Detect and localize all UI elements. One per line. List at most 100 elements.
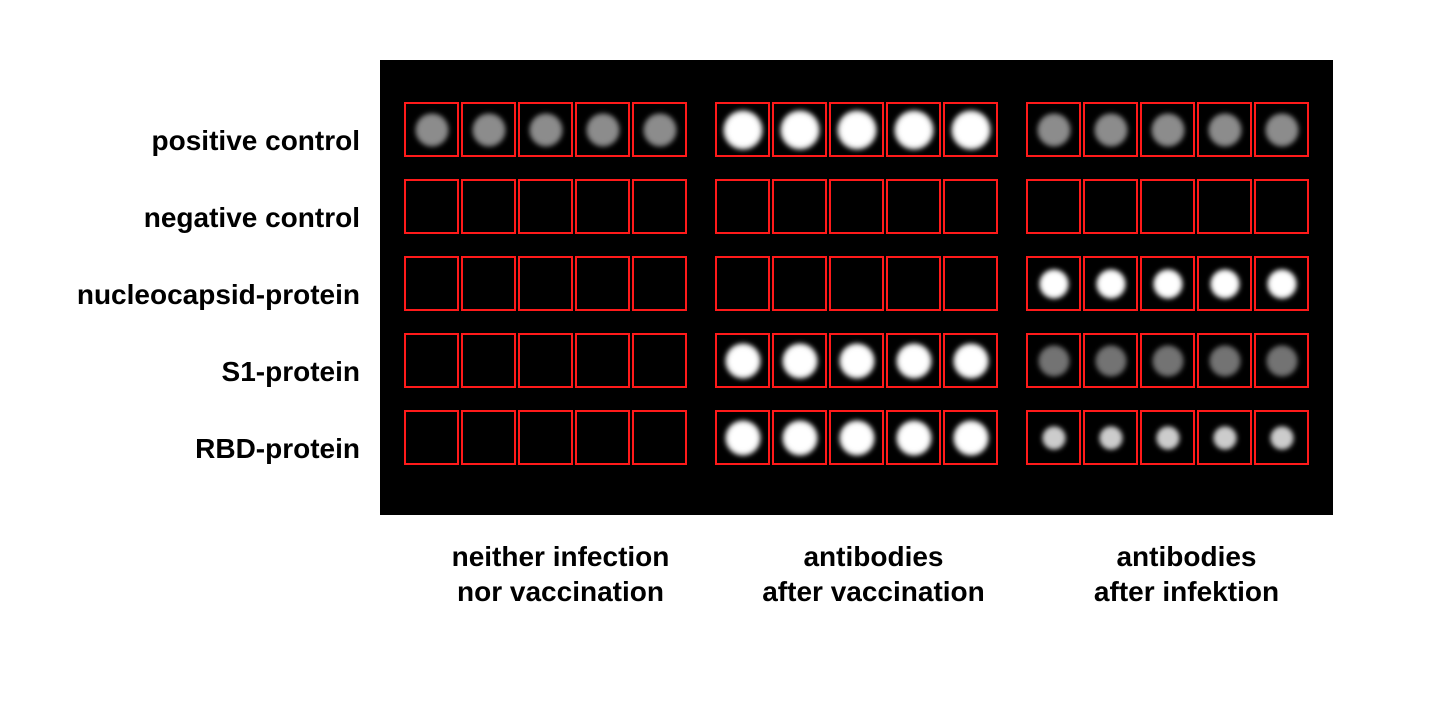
signal-spot (1099, 426, 1123, 450)
array-cell (886, 179, 941, 234)
cells-row (715, 333, 998, 396)
array-cell (1197, 410, 1252, 465)
array-cell (1254, 333, 1309, 388)
array-cell (1140, 179, 1195, 234)
array-cell (404, 256, 459, 311)
array-cell (1083, 256, 1138, 311)
array-cell (575, 410, 630, 465)
array-cell (886, 102, 941, 157)
array-cell (1254, 256, 1309, 311)
array-cell (632, 179, 687, 234)
cells-row (404, 179, 687, 242)
cells-row (1026, 333, 1309, 396)
array-cell (404, 333, 459, 388)
array-cell (772, 410, 827, 465)
cells-row (404, 256, 687, 319)
array-cell (715, 179, 770, 234)
array-cell (1197, 333, 1252, 388)
signal-spot (1153, 269, 1183, 299)
signal-spot (586, 113, 620, 147)
array-cell (518, 179, 573, 234)
signal-spot (782, 343, 818, 379)
array-cell (632, 333, 687, 388)
array-cell (715, 410, 770, 465)
signal-spot (415, 113, 449, 147)
signal-spot (951, 110, 991, 150)
signal-spot (839, 343, 875, 379)
signal-spot (1270, 426, 1294, 450)
array-cell (1140, 333, 1195, 388)
cells-row (404, 333, 687, 396)
array-cell (518, 102, 573, 157)
array-cell (632, 410, 687, 465)
signal-spot (780, 110, 820, 150)
array-cell (518, 410, 573, 465)
signal-spot (953, 420, 989, 456)
array-cell (1026, 256, 1081, 311)
array-cell (461, 179, 516, 234)
array-cell (943, 102, 998, 157)
row-label-negative-control: negative control (40, 179, 360, 256)
signal-spot (723, 110, 763, 150)
column-group-vaccinated (715, 102, 998, 473)
signal-spot (1151, 113, 1185, 147)
column-group-naive (404, 102, 687, 473)
array-cell (1197, 256, 1252, 311)
array-cell (575, 102, 630, 157)
row-label-rbd: RBD-protein (40, 410, 360, 487)
signal-spot (1210, 269, 1240, 299)
array-cell (1026, 410, 1081, 465)
signal-spot (1266, 345, 1298, 377)
cells-row (715, 256, 998, 319)
array-cell (829, 102, 884, 157)
signal-spot (896, 343, 932, 379)
row-label-nucleocapsid: nucleocapsid-protein (40, 256, 360, 333)
signal-spot (837, 110, 877, 150)
array-cell (404, 179, 459, 234)
array-cell (772, 179, 827, 234)
signal-spot (1038, 345, 1070, 377)
col-label: antibodiesafter vaccination (717, 539, 1030, 609)
figure-container: positive control negative control nucleo… (40, 60, 1400, 609)
row-labels: positive control negative control nucleo… (40, 60, 380, 487)
signal-spot (725, 420, 761, 456)
array-cell (575, 256, 630, 311)
signal-spot (1208, 113, 1242, 147)
column-group-infected (1026, 102, 1309, 473)
array-cell (1026, 333, 1081, 388)
cells-row (715, 102, 998, 165)
array-cell (1083, 179, 1138, 234)
array-cell (1197, 102, 1252, 157)
array-cell (1026, 179, 1081, 234)
cells-row (715, 410, 998, 473)
cells-row (404, 410, 687, 473)
array-cell (1254, 179, 1309, 234)
array-cell (1140, 256, 1195, 311)
array-cell (829, 333, 884, 388)
array-cell (1254, 410, 1309, 465)
array-cell (772, 102, 827, 157)
array-cell (518, 333, 573, 388)
array-cell (461, 333, 516, 388)
array-cell (575, 179, 630, 234)
array-cell (461, 256, 516, 311)
signal-spot (643, 113, 677, 147)
signal-spot (472, 113, 506, 147)
signal-spot (1042, 426, 1066, 450)
col-label: neither infectionnor vaccination (404, 539, 717, 609)
array-cell (1254, 102, 1309, 157)
signal-spot (1213, 426, 1237, 450)
signal-spot (529, 113, 563, 147)
array-cell (1083, 102, 1138, 157)
array-cell (632, 256, 687, 311)
signal-spot (1152, 345, 1184, 377)
array-cell (1140, 410, 1195, 465)
array-cell (886, 333, 941, 388)
array-cell (886, 256, 941, 311)
array-cell (943, 179, 998, 234)
array-cell (461, 102, 516, 157)
col-label: antibodiesafter infektion (1030, 539, 1343, 609)
signal-spot (1039, 269, 1069, 299)
array-cell (715, 102, 770, 157)
array-cell (632, 102, 687, 157)
